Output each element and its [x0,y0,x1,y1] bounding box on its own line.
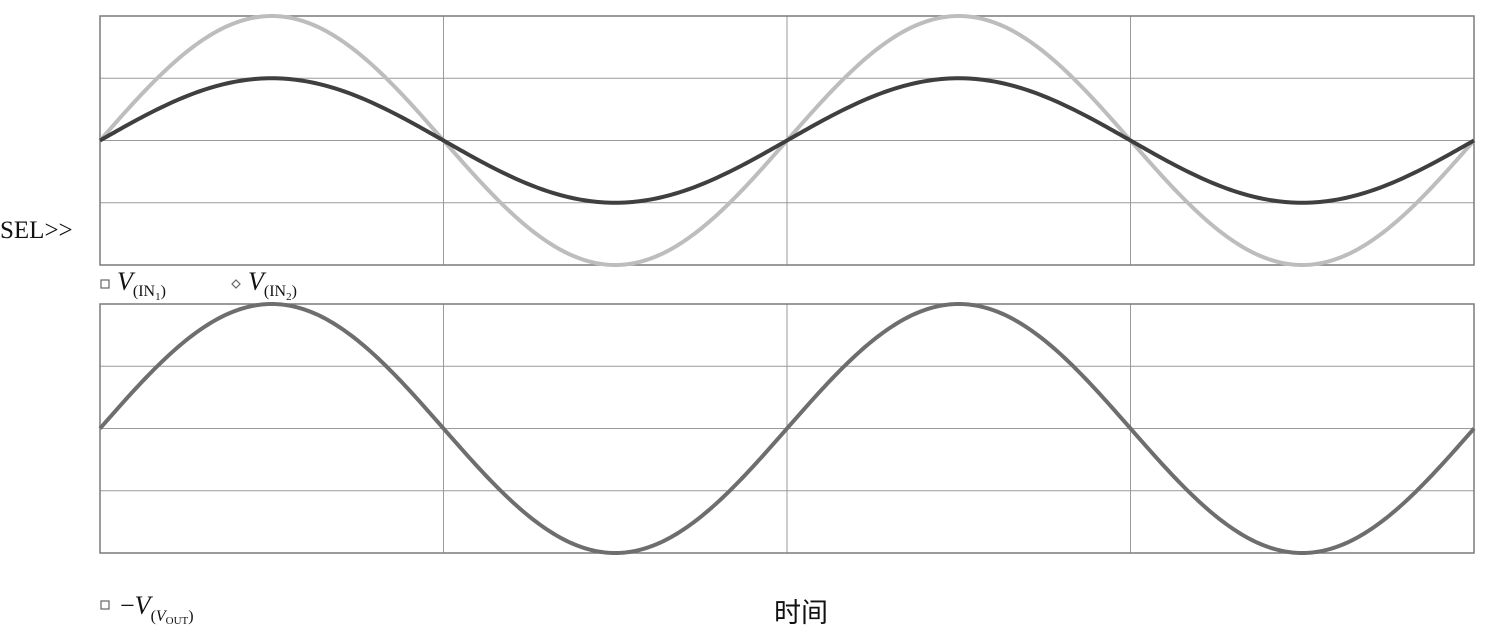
x-axis-title: 时间 [774,598,828,629]
legend-sub-open: (IN [133,283,156,300]
legend-main: V [248,267,267,296]
legend-marker-square [100,279,110,289]
legend-sub-num: 2 [286,291,292,303]
trace--v-vout- [98,302,1476,555]
legend-sub-num: 1 [155,291,161,303]
legend-area: V(IN1) V(IN2)−V(VOUT) [100,267,297,627]
legend-main: V [117,267,136,296]
legend-label: V(IN1) [117,267,166,303]
legend-sub-close: ) [188,608,193,625]
top-plot-panel [98,14,1476,267]
legend-label: V(IN2) [248,267,297,303]
legend-sub-inner: V [156,608,168,625]
trace-v-in2- [99,76,1475,205]
legend-main: V [135,591,154,620]
legend-item: −V(VOUT) [100,591,194,627]
legend-sub-close: ) [161,283,166,300]
legend-marker-square [100,600,110,610]
legend-marker-diamond [231,279,241,289]
legend-sub-open: (IN [264,283,287,300]
legend-sub-inner-sub: OUT [166,615,189,627]
legend-item: V(IN2) [231,267,297,303]
legend-prefix: − [120,591,135,620]
legend-sub-open: ( [151,608,156,625]
legend-item: V(IN1) [100,267,166,303]
legend-sub-close: ) [292,283,297,300]
bottom-plot-panel [98,302,1476,555]
legend-label: −V(VOUT) [120,591,194,627]
selector-label: SEL>> [0,217,73,244]
